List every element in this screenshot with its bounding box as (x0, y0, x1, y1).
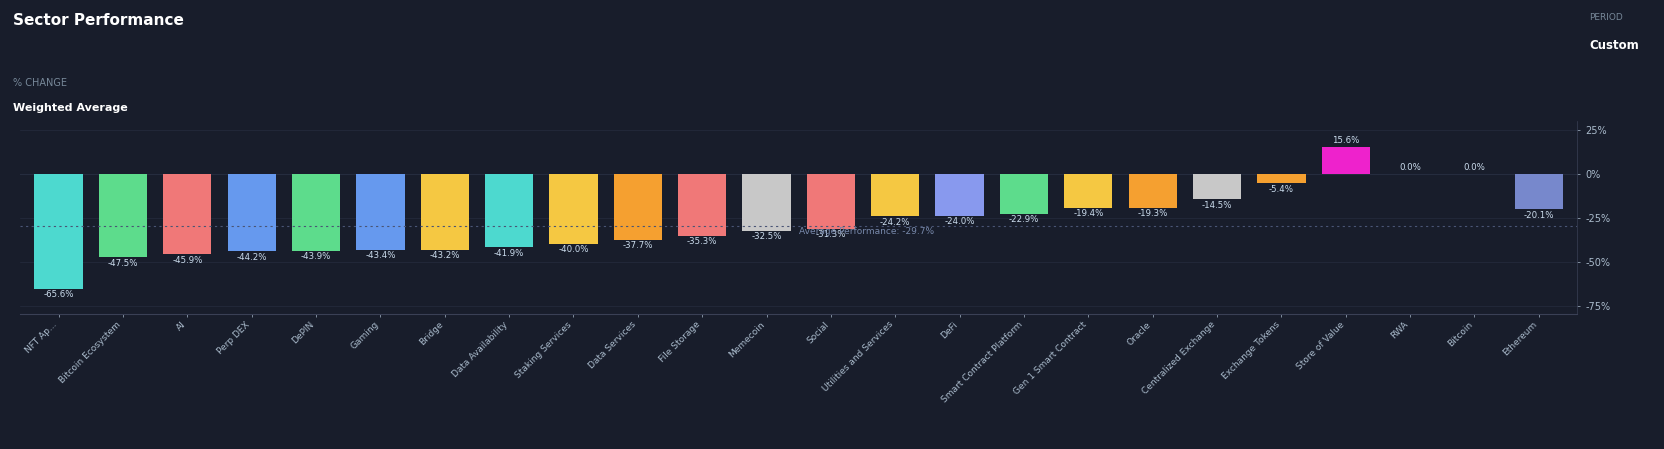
Text: % CHANGE: % CHANGE (13, 78, 67, 88)
Text: PERIOD: PERIOD (1589, 13, 1622, 22)
Text: -40.0%: -40.0% (557, 246, 589, 255)
Text: -45.9%: -45.9% (171, 256, 203, 265)
Bar (742, 174, 790, 231)
Text: -32.5%: -32.5% (750, 232, 782, 241)
Bar (1321, 146, 1369, 174)
Bar (35, 174, 83, 289)
Bar (1128, 174, 1176, 208)
Bar (807, 174, 855, 229)
Bar (1193, 174, 1241, 199)
Text: Sector Performance: Sector Performance (13, 13, 185, 28)
Text: -47.5%: -47.5% (108, 259, 138, 268)
Bar (935, 174, 983, 216)
Text: -19.4%: -19.4% (1073, 209, 1103, 218)
Text: 0.0%: 0.0% (1464, 163, 1486, 172)
Text: -43.9%: -43.9% (301, 252, 331, 261)
Bar (163, 174, 211, 255)
Text: Custom: Custom (1589, 39, 1639, 52)
Bar (356, 174, 404, 250)
Text: Weighted Average: Weighted Average (13, 103, 128, 113)
Text: -19.3%: -19.3% (1138, 209, 1168, 218)
Text: -20.1%: -20.1% (1524, 211, 1554, 220)
Text: -5.4%: -5.4% (1270, 185, 1295, 194)
Bar (1514, 174, 1562, 209)
Bar (98, 174, 146, 257)
Text: -65.6%: -65.6% (43, 291, 73, 299)
Text: -22.9%: -22.9% (1008, 216, 1038, 224)
Bar (872, 174, 920, 216)
Bar (1000, 174, 1048, 214)
Text: 15.6%: 15.6% (1333, 136, 1359, 145)
Text: -14.5%: -14.5% (1201, 201, 1233, 210)
Text: -35.3%: -35.3% (687, 237, 717, 246)
Text: -31.3%: -31.3% (815, 230, 847, 239)
Text: -24.0%: -24.0% (945, 217, 975, 226)
Bar (614, 174, 662, 240)
Text: -44.2%: -44.2% (236, 253, 266, 262)
Bar (421, 174, 469, 250)
Bar (484, 174, 532, 247)
Bar (1258, 174, 1306, 183)
Text: -43.2%: -43.2% (429, 251, 459, 260)
Bar (677, 174, 726, 236)
Text: -24.2%: -24.2% (880, 218, 910, 227)
Text: -41.9%: -41.9% (494, 249, 524, 258)
Text: Average Performance: -29.7%: Average Performance: -29.7% (799, 227, 934, 236)
Text: 0.0%: 0.0% (1399, 163, 1421, 172)
Bar (228, 174, 276, 251)
Text: -43.4%: -43.4% (364, 251, 396, 260)
Text: -37.7%: -37.7% (622, 242, 652, 251)
Bar (549, 174, 597, 244)
Bar (1065, 174, 1113, 208)
Bar (291, 174, 339, 251)
